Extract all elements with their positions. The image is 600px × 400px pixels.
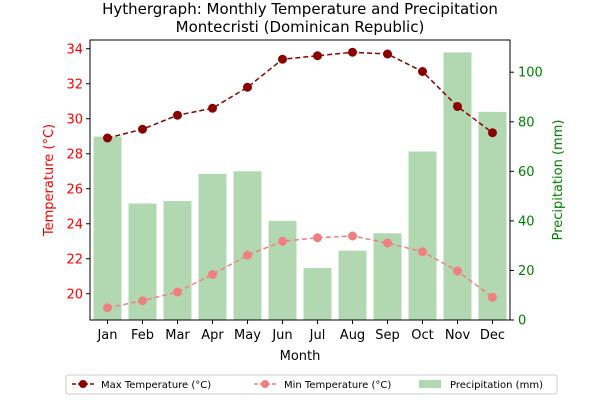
y-left-tick-label-24: 24 [66,217,83,232]
legend-swatch-precip [419,380,441,388]
legend-swatch-min-marker [261,380,269,388]
precip-bar-jul [303,267,332,320]
x-tick-label-jun: Jun [271,328,292,343]
max-temp-point-sep [383,49,392,59]
y-axis-right: 0 20 40 60 80 100 [510,66,543,329]
y-right-tick-label-20: 20 [518,264,535,279]
min-temp-point-jan [103,303,112,313]
min-temp-point-feb [138,296,147,306]
legend-frame [65,374,558,395]
min-temp-point-apr [208,270,217,279]
chart-title-line-1: Hythergraph: Monthly Temperature and Pre… [102,0,498,18]
precip-bar-jun [268,220,297,320]
max-temp-line [107,51,493,139]
x-tick-label-jul: Jul [309,328,326,343]
y-right-tick-label-80: 80 [518,115,535,130]
x-tick-label-aug: Aug [340,328,365,343]
precip-bar-apr [198,173,227,320]
x-tick-label-sep: Sep [375,328,400,343]
max-temp-point-nov [453,102,462,111]
y-right-tick-label-0: 0 [518,314,526,329]
precip-bar-mar [163,201,192,320]
max-temp-point-aug [348,47,357,57]
legend-label-precip: Precipitation (mm) [450,380,543,391]
x-axis-label: Month [280,349,321,364]
min-temp-point-may [243,250,252,260]
y-right-tick-label-60: 60 [518,165,535,180]
x-axis: Jan Feb Mar Apr May Jun Jul Aug Sep Oct Nov Dec [96,320,505,343]
legend-label-min: Min Temperature (°C) [284,380,391,391]
precip-bar-nov [443,52,472,321]
y-left-tick-label-28: 28 [66,147,83,162]
y-left-tick-label-22: 22 [66,252,83,267]
y-axis-right-label: Precipitation (mm) [551,120,566,241]
plot-frame [89,39,511,321]
precip-bar-sep [373,233,402,320]
min-temp-point-mar [173,287,182,297]
precip-bar-dec [478,111,507,321]
chart-title-line-2: Montecristi (Dominican Republic) [176,18,425,36]
max-temp-point-oct [418,67,427,76]
min-temp-point-dec [488,292,497,302]
temperature-lines [103,47,497,313]
precip-bar-may [233,171,262,320]
max-temp-point-mar [173,110,182,120]
legend-swatch-max-marker [79,380,87,388]
y-left-tick-label-34: 34 [66,42,83,57]
x-tick-label-may: May [234,328,261,343]
precip-bar-jan [93,136,122,320]
min-temp-point-sep [383,238,392,248]
legend-label-max: Max Temperature (°C) [101,380,211,391]
x-tick-label-oct: Oct [411,328,433,343]
legend: Max Temperature (°C) Min Temperature (°C… [65,374,558,395]
y-right-tick-label-100: 100 [518,66,543,81]
max-temp-point-apr [208,103,217,113]
min-temp-point-jul [313,233,322,243]
y-axis-left: 20 22 24 26 28 30 32 34 [66,42,90,302]
max-temp-point-feb [138,124,147,134]
y-left-tick-label-32: 32 [66,77,83,92]
y-axis-left-label: Temperature (°C) [42,124,57,237]
x-tick-label-feb: Feb [131,328,154,343]
min-temp-point-aug [348,231,357,241]
max-temp-point-jan [103,133,112,143]
min-temp-point-nov [453,266,462,276]
max-temp-point-may [243,82,252,92]
max-temp-point-dec [488,128,497,138]
x-tick-label-mar: Mar [165,328,190,343]
x-tick-label-dec: Dec [480,328,505,343]
precipitation-bars [93,52,507,321]
x-tick-label-jan: Jan [96,328,117,343]
y-left-tick-label-26: 26 [66,182,83,197]
min-temp-point-oct [418,247,427,257]
max-temp-point-jun [278,54,287,64]
max-temp-point-jul [313,51,322,61]
min-temp-line [107,235,493,309]
y-left-tick-label-30: 30 [66,112,83,127]
min-temp-point-jun [278,236,287,246]
precip-bar-oct [408,151,437,320]
x-tick-label-apr: Apr [201,328,224,343]
x-tick-label-nov: Nov [445,328,471,343]
precip-bar-aug [338,250,367,320]
y-left-tick-label-20: 20 [66,287,83,302]
y-right-tick-label-40: 40 [518,214,535,229]
